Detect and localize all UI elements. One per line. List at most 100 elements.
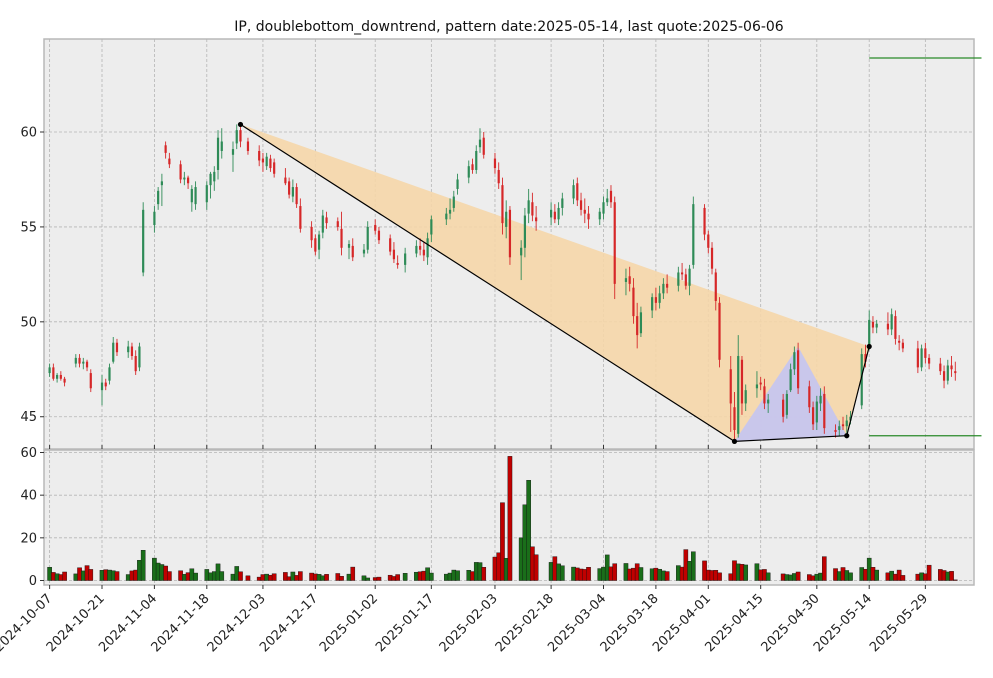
pattern-overlay	[240, 124, 870, 442]
volume-bar	[298, 571, 303, 581]
candle-body	[108, 367, 111, 381]
candle-body	[628, 276, 631, 284]
candle-body	[104, 382, 107, 387]
volume-tick-label: 0	[29, 574, 37, 589]
x-tick-label: 2025-01-02	[317, 591, 381, 655]
candle-body	[164, 145, 167, 153]
candle-body	[946, 365, 949, 381]
volume-bar	[167, 571, 172, 581]
candle-body	[220, 141, 223, 151]
candle-body	[834, 430, 837, 432]
candle-body	[759, 382, 762, 385]
price-tick-label: 50	[20, 315, 37, 330]
candle-body	[284, 177, 287, 184]
volume-bar	[324, 574, 329, 581]
candle-body	[740, 359, 744, 404]
candle-body	[755, 384, 759, 389]
candle-body	[366, 226, 369, 250]
volume-bar	[638, 567, 644, 581]
candle-body	[168, 158, 171, 165]
volume-bar	[429, 572, 434, 581]
candle-body	[362, 249, 366, 254]
candle-body	[606, 198, 609, 203]
volume-bar	[949, 571, 954, 581]
x-tick-label: 2025-05-29	[867, 591, 931, 655]
candle-body	[942, 371, 946, 381]
candle-body	[456, 179, 459, 189]
pattern-point	[844, 433, 850, 439]
candle-body	[651, 297, 654, 311]
candle-body	[231, 149, 235, 155]
candle-body	[157, 190, 160, 205]
candle-body	[707, 234, 710, 248]
candle-body	[688, 268, 691, 286]
volume-bar	[533, 554, 539, 581]
candle-body	[927, 357, 931, 364]
candle-body	[127, 346, 130, 353]
candlestick-series	[48, 124, 957, 442]
candle-body	[871, 321, 875, 328]
candle-body	[48, 367, 51, 374]
volume-bar	[560, 565, 565, 581]
candle-body	[793, 352, 796, 370]
volume-bar	[822, 556, 827, 581]
candle-body	[186, 177, 190, 184]
candle-body	[142, 209, 145, 273]
candle-body	[482, 137, 485, 155]
candle-body	[351, 245, 354, 258]
candle-body	[598, 211, 601, 220]
volume-bar	[88, 569, 94, 581]
candle-body	[875, 323, 878, 328]
candle-body	[471, 164, 474, 170]
candle-body	[815, 401, 818, 423]
candle-body	[314, 238, 317, 252]
candle-body	[613, 202, 616, 284]
volume-bar	[717, 572, 722, 581]
volume-bar	[455, 570, 460, 581]
volume-bar	[507, 456, 513, 581]
candle-body	[841, 424, 845, 427]
volume-bar	[952, 579, 958, 581]
candle-body	[587, 213, 590, 220]
candle-body	[497, 169, 500, 184]
candle-body	[448, 209, 452, 214]
volume-bar	[140, 550, 146, 581]
candle-body	[572, 185, 575, 199]
chart-title: IP, doublebottom_downtrend, pattern date…	[234, 19, 784, 35]
candle-body	[74, 357, 77, 364]
candle-body	[112, 342, 115, 362]
candle-body	[785, 393, 788, 415]
candle-body	[336, 221, 339, 227]
pattern-triangle	[734, 346, 847, 442]
candle-body	[404, 253, 407, 265]
candle-body	[209, 173, 212, 186]
candle-body	[677, 272, 680, 286]
candle-body	[703, 207, 706, 235]
candle-body	[291, 187, 294, 197]
volume-bar	[219, 571, 225, 581]
volume-bar	[339, 576, 344, 581]
volume-series	[47, 456, 958, 581]
candle-body	[576, 183, 579, 201]
candle-body	[216, 137, 220, 170]
candle-body	[415, 245, 418, 254]
volume-bar	[395, 574, 400, 581]
volume-bar	[586, 567, 591, 581]
candle-body	[520, 247, 523, 256]
candle-body	[258, 150, 261, 161]
candle-body	[954, 371, 957, 374]
candle-body	[819, 395, 822, 404]
candle-body	[729, 369, 732, 404]
volume-bar	[612, 563, 618, 581]
candle-body	[950, 365, 953, 370]
volume-bar	[193, 572, 198, 581]
candle-body	[901, 342, 904, 349]
candle-body	[239, 130, 242, 142]
candle-body	[710, 247, 714, 269]
candle-body	[531, 202, 534, 216]
candle-body	[602, 202, 605, 214]
candle-body	[662, 283, 665, 294]
candle-body	[430, 219, 433, 235]
volume-bar	[376, 576, 382, 581]
candle-body	[894, 316, 897, 339]
